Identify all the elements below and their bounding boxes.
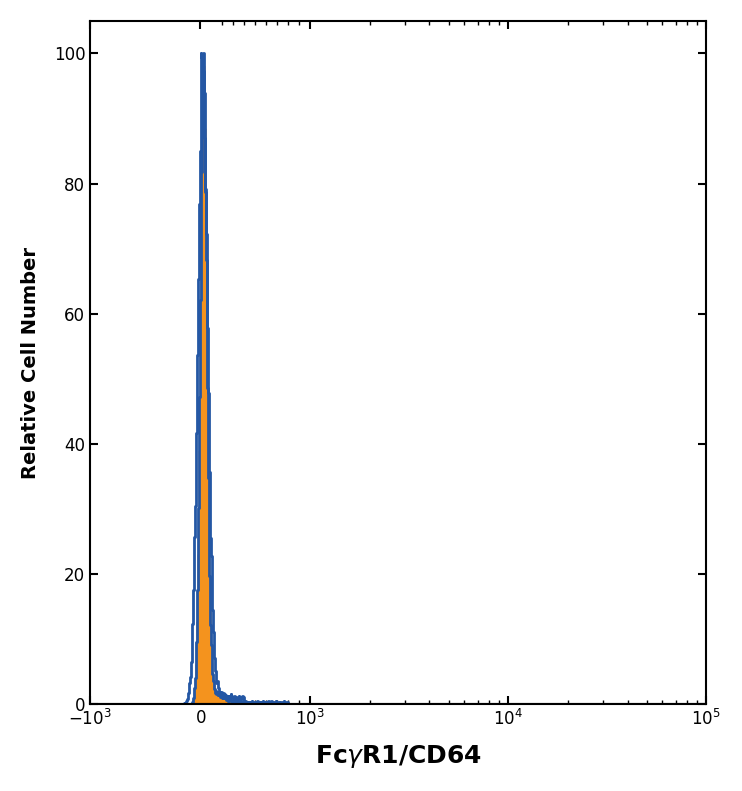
Y-axis label: Relative Cell Number: Relative Cell Number [21,247,40,479]
X-axis label: Fc$\gamma$R1/CD64: Fc$\gamma$R1/CD64 [315,744,482,770]
